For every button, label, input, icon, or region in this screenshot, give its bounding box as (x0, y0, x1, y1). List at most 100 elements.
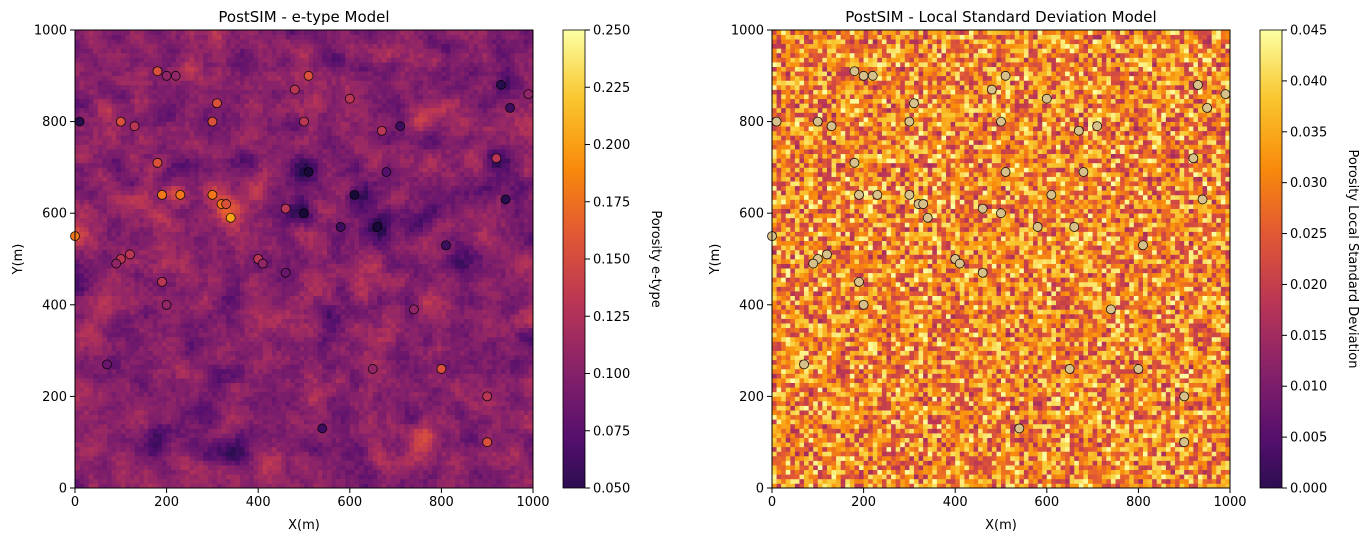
heatmap-cell (354, 447, 359, 452)
heatmap-cell (130, 328, 135, 333)
heatmap-cell (396, 451, 401, 456)
heatmap-cell (185, 341, 190, 346)
heatmap-cell (414, 406, 419, 411)
heatmap-cell (396, 300, 401, 305)
heatmap-cell (400, 355, 405, 360)
heatmap-cell (130, 286, 135, 291)
heatmap-cell (267, 286, 272, 291)
heatmap-cell (322, 438, 327, 443)
heatmap-cell (144, 433, 149, 438)
heatmap-cell (299, 364, 304, 369)
heatmap-cell (194, 447, 199, 452)
heatmap-cell (473, 392, 478, 397)
heatmap-cell (350, 323, 355, 328)
heatmap-cell (130, 264, 135, 269)
heatmap-cell (153, 447, 158, 452)
heatmap-cell (364, 300, 369, 305)
heatmap-cell (336, 438, 341, 443)
heatmap-cell (341, 479, 346, 484)
heatmap-cell (80, 442, 85, 447)
heatmap-cell (519, 341, 524, 346)
heatmap-cell (148, 346, 153, 351)
heatmap-cell (153, 319, 158, 324)
heatmap-cell (231, 415, 236, 420)
heatmap-cell (492, 323, 497, 328)
heatmap-cell (336, 378, 341, 383)
heatmap-cell (506, 259, 511, 264)
heatmap-cell (368, 360, 373, 365)
heatmap-cell (176, 387, 181, 392)
heatmap-cell (107, 300, 112, 305)
heatmap-cell (441, 451, 446, 456)
heatmap-cell (318, 410, 323, 415)
heatmap-cell (203, 415, 208, 420)
heatmap-cell (281, 456, 286, 461)
heatmap-cell (437, 296, 442, 301)
heatmap-cell (102, 309, 107, 314)
heatmap-cell (277, 259, 282, 264)
heatmap-cell (423, 369, 428, 374)
heatmap-cell (263, 282, 268, 287)
heatmap-cell (144, 470, 149, 475)
heatmap-cell (400, 268, 405, 273)
heatmap-cell (519, 337, 524, 342)
heatmap-cell (464, 415, 469, 420)
heatmap-cell (212, 277, 217, 282)
heatmap-cell (501, 300, 506, 305)
heatmap-cell (377, 351, 382, 356)
heatmap-cell (354, 328, 359, 333)
heatmap-cell (391, 428, 396, 433)
heatmap-cell (483, 470, 488, 475)
heatmap-cell (290, 474, 295, 479)
heatmap-cell (89, 465, 94, 470)
heatmap-cell (519, 369, 524, 374)
heatmap-cell (249, 451, 254, 456)
heatmap-cell (222, 433, 227, 438)
heatmap-cell (350, 387, 355, 392)
heatmap-cell (368, 433, 373, 438)
heatmap-cell (432, 410, 437, 415)
heatmap-cell (121, 328, 126, 333)
heatmap-cell (212, 428, 217, 433)
heatmap-cell (135, 406, 140, 411)
heatmap-cell (217, 264, 222, 269)
heatmap-cell (331, 369, 336, 374)
heatmap-cell (98, 456, 103, 461)
heatmap-cell (478, 355, 483, 360)
heatmap-cell (515, 369, 520, 374)
heatmap-cell (244, 406, 249, 411)
heatmap-cell (217, 451, 222, 456)
heatmap-cell (492, 470, 497, 475)
heatmap-cell (423, 410, 428, 415)
heatmap-cell (93, 282, 98, 287)
heatmap-cell (423, 438, 428, 443)
heatmap-cell (455, 479, 460, 484)
heatmap-cell (396, 282, 401, 287)
heatmap-cell (322, 442, 327, 447)
heatmap-cell (350, 438, 355, 443)
heatmap-cell (208, 424, 213, 429)
heatmap-cell (98, 474, 103, 479)
heatmap-cell (350, 383, 355, 388)
heatmap-cell (519, 474, 524, 479)
heatmap-cell (359, 479, 364, 484)
heatmap-cell (139, 401, 144, 406)
heatmap-cell (359, 387, 364, 392)
heatmap-cell (290, 447, 295, 452)
heatmap-cell (419, 268, 424, 273)
heatmap-cell (148, 410, 153, 415)
heatmap-cell (469, 438, 474, 443)
heatmap-cell (199, 360, 204, 365)
heatmap-cell (364, 479, 369, 484)
heatmap-cell (203, 341, 208, 346)
heatmap-cell (318, 328, 323, 333)
heatmap-cell (446, 465, 451, 470)
heatmap-cell (190, 291, 195, 296)
heatmap-cell (496, 428, 501, 433)
heatmap-cell (455, 447, 460, 452)
heatmap-cell (153, 300, 158, 305)
heatmap-cell (368, 332, 373, 337)
heatmap-cell (405, 451, 410, 456)
heatmap-cell (341, 378, 346, 383)
heatmap-cell (139, 470, 144, 475)
